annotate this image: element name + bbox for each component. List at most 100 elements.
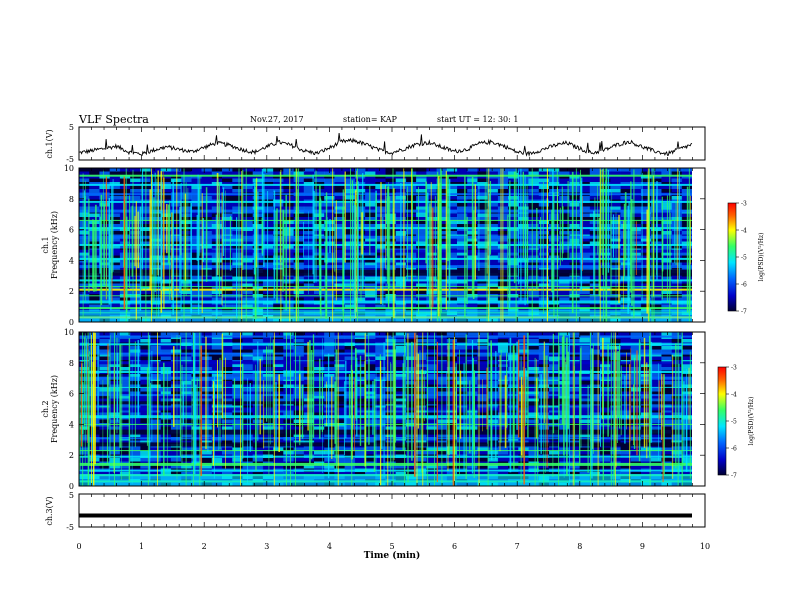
spectrogram-cell xyxy=(671,196,683,200)
spectrogram-cell xyxy=(538,339,550,343)
spectrogram-cell xyxy=(252,189,264,193)
spectrogram-cell xyxy=(640,363,652,368)
spectrogram-cell xyxy=(528,168,540,172)
spectrogram-cell xyxy=(303,262,315,267)
spectrogram-cell xyxy=(222,168,233,172)
spectrogram-cell xyxy=(457,178,468,183)
spectrogram-cell xyxy=(232,252,243,256)
spectrogram-cell xyxy=(375,175,386,179)
spectrogram-cell xyxy=(395,178,407,183)
spectrogram-cell xyxy=(170,297,182,302)
spectrogram-cell xyxy=(671,356,683,361)
spectrogram-cell xyxy=(416,213,427,218)
spectrogram-cell xyxy=(600,384,611,389)
spectrogram-cell xyxy=(79,433,90,438)
spectrogram-cell xyxy=(283,433,294,438)
spectrogram-cell xyxy=(559,206,570,211)
spectrogram-cell xyxy=(283,241,294,246)
spectrogram-cell xyxy=(293,339,305,343)
spectrogram-cell xyxy=(395,297,407,302)
spectrogram-cell xyxy=(549,388,560,392)
spectrogram-cell xyxy=(538,290,550,295)
spectrogram-cell xyxy=(620,374,632,378)
spectrogram-cell xyxy=(446,419,458,424)
spectrogram-cell xyxy=(579,388,591,392)
spectrogram-cell xyxy=(89,185,100,190)
spectrogram-cell xyxy=(538,196,550,200)
spectrogram-cell xyxy=(303,297,315,302)
spectrogram-cell xyxy=(651,171,662,176)
spectrogram-cell xyxy=(119,426,131,431)
spectrogram-cell xyxy=(640,213,652,218)
spectrogram-cell xyxy=(538,168,550,172)
spectrogram-cell xyxy=(242,332,254,336)
spectrogram-cell xyxy=(620,381,632,385)
spectrogram-cell xyxy=(334,185,346,190)
spectrogram-cell xyxy=(150,262,162,267)
spectrogram-cell xyxy=(497,363,509,368)
spectrogram-cell xyxy=(283,171,294,176)
spectrogram-cell xyxy=(181,182,192,186)
spectrogram-cell xyxy=(150,384,162,389)
spectrogram-cell xyxy=(232,426,243,431)
spectrogram-cell xyxy=(426,381,438,385)
spectrogram-cell xyxy=(589,339,601,343)
spectrogram-cell xyxy=(354,189,366,193)
spectrogram-cell xyxy=(365,220,376,225)
panel-ch1-waveform: 5 -5 ch.1(V) xyxy=(45,123,706,164)
spectrogram-cell xyxy=(170,185,182,190)
spectrogram-cell xyxy=(99,367,111,371)
spectrogram-cell xyxy=(579,220,591,225)
spectrogram-cell xyxy=(457,189,468,193)
spectrogram-cell xyxy=(640,196,652,200)
spectrogram-cell xyxy=(681,339,692,343)
spectrogram-cell xyxy=(640,381,652,385)
spectrogram-cell xyxy=(119,171,131,176)
spectrogram-cell xyxy=(181,262,192,267)
spectrogram-cell xyxy=(385,196,397,200)
spectrogram-cell xyxy=(610,297,621,302)
spectrogram-cell xyxy=(508,238,519,242)
spectrogram-cell xyxy=(671,206,683,211)
spectrogram-cell xyxy=(477,262,489,267)
spectrogram-cell xyxy=(640,405,652,410)
spectrogram-cell xyxy=(293,381,305,385)
spectrogram-cell xyxy=(119,213,131,218)
spectrogram-cell xyxy=(681,182,692,186)
spectrogram-cell xyxy=(242,231,254,235)
spectrogram-cell xyxy=(508,308,519,312)
spectrogram-cell xyxy=(487,363,499,368)
spectrogram-cell xyxy=(436,245,448,249)
spectrogram-band xyxy=(79,310,692,322)
spectrogram-cell xyxy=(559,178,570,183)
spectrogram-cell xyxy=(385,245,397,249)
spectrogram-cell xyxy=(170,384,182,389)
spectrogram-cell xyxy=(477,409,489,413)
spectrogram-cell xyxy=(446,353,458,357)
spectrogram-cell xyxy=(569,168,581,172)
spectrogram-cell xyxy=(446,290,458,295)
spectrogram-cell xyxy=(375,346,386,350)
spectrogram-cell xyxy=(436,196,448,200)
spectrogram-cell xyxy=(303,217,315,221)
spectrogram-cell xyxy=(446,231,458,235)
spectrogram-cell xyxy=(222,339,233,343)
spectrogram-cell xyxy=(222,433,233,438)
spectrogram-cell xyxy=(426,426,438,431)
spectrogram-cell xyxy=(487,217,499,221)
spectrogram-cell xyxy=(283,259,294,263)
spectrogram-cell xyxy=(549,168,560,172)
spectrogram-cell xyxy=(160,332,172,336)
spectrogram-cell xyxy=(457,332,468,336)
spectrogram-cell xyxy=(170,206,182,211)
spectrogram-cell xyxy=(538,224,550,228)
spectrogram-cell xyxy=(375,339,386,343)
spectrogram-cell xyxy=(324,203,335,207)
spectrogram-cell xyxy=(150,231,162,235)
spectrogram-cell xyxy=(130,308,141,312)
spectrogram-cell xyxy=(283,280,294,284)
spectrogram-cell xyxy=(252,178,264,183)
spectrogram-cell xyxy=(681,168,692,172)
spectrogram-cell xyxy=(222,409,233,413)
spectrogram-cell xyxy=(620,304,632,309)
